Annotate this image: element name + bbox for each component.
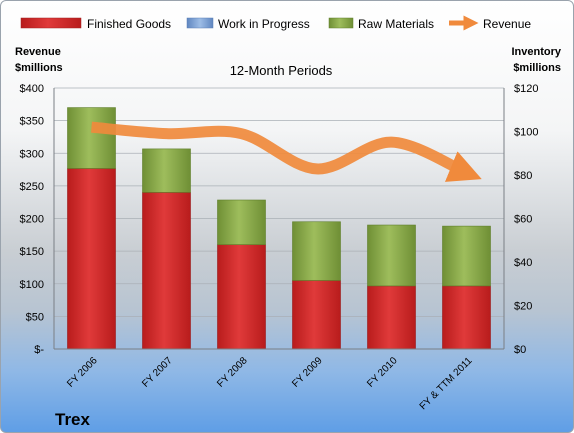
left-tick-label: $50 <box>26 311 44 323</box>
legend-item-finished-goods: Finished Goods <box>20 17 171 31</box>
right-axis-title-line2: $millions <box>513 62 561 74</box>
bar-finished-goods <box>142 192 191 350</box>
bar-finished-goods <box>367 285 416 350</box>
bar-raw-materials <box>67 107 116 169</box>
revenue-line <box>91 121 482 182</box>
left-tick-label: $200 <box>20 214 44 226</box>
legend-label-raw-materials: Raw Materials <box>358 17 434 31</box>
right-tick-label: $100 <box>514 127 538 139</box>
bar-finished-goods <box>217 244 266 350</box>
bar-raw-materials <box>217 199 266 245</box>
bar-raw-materials <box>292 221 341 281</box>
right-tick-label: $40 <box>514 257 532 269</box>
category-label: FY 2009 <box>290 355 325 390</box>
bar-finished-goods <box>67 168 116 350</box>
legend: Finished Goods Work in Progress Raw Mate… <box>20 15 531 31</box>
revenue-line-path <box>91 121 482 182</box>
bar-finished-goods <box>442 285 491 350</box>
legend-item-work-in-progress: Work in Progress <box>186 17 310 31</box>
legend-label-finished-goods: Finished Goods <box>87 17 171 31</box>
left-axis-title-line2: $millions <box>15 62 63 74</box>
left-tick-label: $100 <box>20 279 44 291</box>
category-label: FY 2006 <box>65 355 100 390</box>
category-label: FY & TTM 2011 <box>418 355 475 412</box>
category-label: FY 2010 <box>365 355 400 390</box>
left-tick-label: $250 <box>20 181 44 193</box>
left-tick-label: $400 <box>20 83 44 95</box>
left-axis-title-line1: Revenue <box>15 46 61 58</box>
bar-raw-materials <box>142 148 191 193</box>
category-label: FY 2008 <box>215 355 250 390</box>
right-tick-label: $120 <box>514 83 538 95</box>
right-tick-label: $80 <box>514 170 532 182</box>
legend-swatch-raw-materials <box>328 17 354 29</box>
legend-label-work-in-progress: Work in Progress <box>218 17 310 31</box>
company-name: Trex <box>55 410 91 429</box>
category-label: FY 2007 <box>140 355 175 390</box>
legend-swatch-finished-goods <box>20 17 82 29</box>
chart-title: 12-Month Periods <box>230 63 333 78</box>
left-tick-label: $300 <box>20 148 44 160</box>
legend-item-raw-materials: Raw Materials <box>328 17 434 31</box>
legend-swatch-work-in-progress <box>186 17 214 29</box>
bar-finished-goods <box>292 280 341 350</box>
bar-series <box>67 107 491 350</box>
legend-label-revenue: Revenue <box>483 17 531 31</box>
left-tick-label: $350 <box>20 116 44 128</box>
left-tick-label: $- <box>34 344 44 356</box>
left-tick-label: $150 <box>20 246 44 258</box>
legend-item-revenue: Revenue <box>449 15 531 31</box>
right-axis-title-line1: Inventory <box>511 46 561 58</box>
right-tick-label: $20 <box>514 301 532 313</box>
right-tick-label: $0 <box>514 344 526 356</box>
right-tick-label: $60 <box>514 214 532 226</box>
bar-raw-materials <box>367 224 416 287</box>
bar-raw-materials <box>442 225 491 287</box>
